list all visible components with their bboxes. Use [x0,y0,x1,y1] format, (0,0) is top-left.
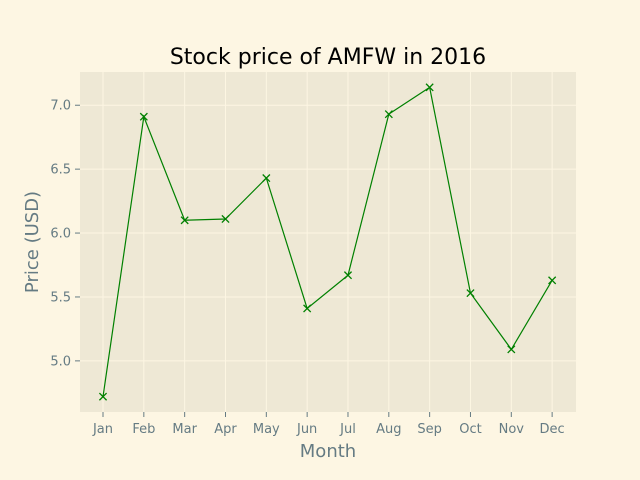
x-tick-label: Jan [92,422,113,437]
x-tick-label: May [253,422,280,437]
data-point-marker [548,276,557,285]
data-point-marker [343,271,353,280]
x-tick-label: Oct [459,422,481,437]
data-point-marker [466,289,475,298]
plot-area [80,72,576,412]
x-tick-label: Nov [499,422,525,437]
x-tick-label: Sep [417,422,442,437]
y-axis-label: Price (USD) [22,191,43,293]
y-tick-label: 5.5 [50,290,71,305]
x-tick-label: Dec [540,422,565,437]
y-tick-label: 5.0 [50,354,71,369]
x-tick-label: Mar [172,422,197,437]
x-tick-label: Jun [296,422,317,437]
grid-lines [80,72,576,412]
data-point-marker [507,345,516,354]
chart-title: Stock price of AMFW in 2016 [170,45,486,70]
data-point-marker [262,174,271,183]
x-tick-label: Apr [214,422,237,437]
x-axis-label: Month [300,441,356,462]
series-markers [98,83,557,401]
x-tick-label: Feb [132,422,155,437]
y-tick-label: 7.0 [50,99,71,114]
data-point-marker [303,304,312,313]
y-tick-label: 6.0 [50,227,71,242]
data-point-marker [139,112,148,121]
data-point-marker [180,216,189,225]
x-tick-label: Jul [339,422,356,437]
y-tick-label: 6.5 [50,163,71,178]
data-point-marker [384,110,393,119]
data-point-marker [221,214,230,224]
x-axis: Jan Feb Mar Apr May Jun Jul Aug Sep Oct Nov Dec [92,412,565,437]
data-point-marker [425,83,434,92]
series-line [102,86,553,397]
x-tick-label: Aug [376,422,401,437]
y-axis: 5.0 5.5 6.0 6.5 7.0 [50,99,80,369]
data-point-marker [98,392,108,401]
